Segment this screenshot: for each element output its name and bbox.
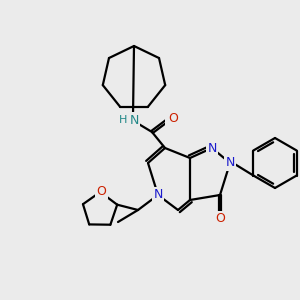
Text: H: H [119,115,127,125]
Text: N: N [153,188,163,202]
Text: N: N [129,113,139,127]
Text: N: N [129,113,139,127]
Text: O: O [215,212,225,226]
Text: N: N [207,142,217,154]
Text: H: H [119,115,127,125]
Text: O: O [166,112,176,124]
Text: N: N [207,142,217,154]
Text: O: O [215,212,225,224]
Text: O: O [96,184,106,197]
Text: O: O [96,184,106,197]
Text: N: N [225,157,235,169]
Text: O: O [168,112,178,125]
Text: N: N [225,157,235,169]
Text: N: N [153,188,163,202]
